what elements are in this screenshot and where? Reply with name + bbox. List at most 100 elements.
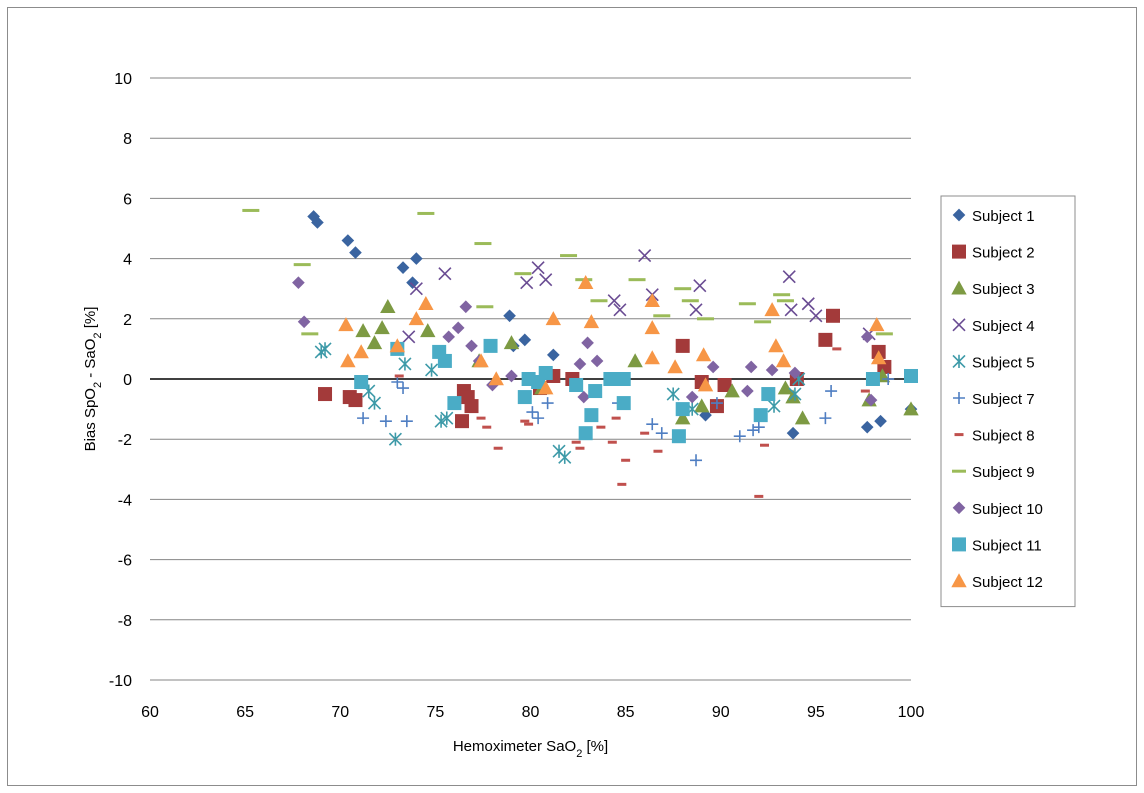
x-tick-label: 65 xyxy=(236,704,254,721)
data-point xyxy=(765,363,779,377)
legend-label: Subject 4 xyxy=(972,318,1035,335)
legend-item: Subject 10 xyxy=(952,501,1043,518)
data-point xyxy=(627,353,643,368)
data-point xyxy=(584,408,599,423)
data-point xyxy=(611,416,621,420)
data-point xyxy=(710,397,723,410)
data-point xyxy=(675,338,690,353)
legend-item: Subject 1 xyxy=(952,208,1035,225)
series-subject-1 xyxy=(307,210,918,440)
legend-label: Subject 3 xyxy=(972,281,1035,298)
data-point xyxy=(724,383,740,398)
y-tick-label: -10 xyxy=(109,673,132,690)
data-point xyxy=(825,385,838,398)
series-subject-4 xyxy=(402,249,876,344)
data-point xyxy=(640,431,650,435)
data-point xyxy=(396,261,410,274)
data-point xyxy=(869,317,885,332)
data-point xyxy=(690,454,703,467)
data-point xyxy=(717,378,732,393)
data-point xyxy=(520,276,534,290)
data-point xyxy=(505,369,518,383)
data-point xyxy=(391,376,404,389)
data-point xyxy=(353,344,369,359)
x-tick-labels: 60 65 70 75 80 85 90 95 100 xyxy=(141,704,924,721)
data-point xyxy=(573,357,587,371)
y-tick-label: 6 xyxy=(123,191,132,208)
data-point xyxy=(617,482,627,486)
data-point xyxy=(738,302,756,306)
data-point xyxy=(644,320,660,335)
data-point xyxy=(374,320,390,335)
data-point xyxy=(588,384,603,399)
legend-marker xyxy=(953,392,965,404)
series-subject-12 xyxy=(338,274,887,395)
data-point xyxy=(653,449,663,453)
y-tick-label: 0 xyxy=(123,372,132,389)
data-point xyxy=(366,335,383,350)
data-point xyxy=(903,401,919,416)
x-tick-label: 100 xyxy=(898,704,925,721)
data-point xyxy=(571,440,581,444)
data-point xyxy=(560,254,578,258)
data-point xyxy=(782,270,796,284)
data-point xyxy=(318,387,333,402)
legend-marker xyxy=(954,433,964,437)
data-point xyxy=(380,299,396,314)
data-point xyxy=(340,353,356,368)
data-point xyxy=(733,430,746,443)
data-point xyxy=(341,234,355,247)
data-point xyxy=(318,342,332,356)
data-point xyxy=(674,287,692,291)
x-tick-label: 80 xyxy=(522,704,540,721)
data-point xyxy=(394,374,404,378)
data-point xyxy=(681,299,699,303)
data-point xyxy=(476,416,486,420)
data-point xyxy=(752,421,765,434)
data-point xyxy=(875,332,893,336)
data-point xyxy=(860,330,874,344)
legend-marker xyxy=(952,354,966,368)
data-point xyxy=(904,368,918,383)
data-point xyxy=(348,393,363,408)
data-point xyxy=(764,302,780,317)
data-point xyxy=(474,242,492,246)
data-point xyxy=(794,410,811,425)
series-subject-7 xyxy=(357,373,895,467)
data-point xyxy=(788,387,802,401)
data-point xyxy=(354,375,369,390)
data-point xyxy=(418,296,434,311)
data-point xyxy=(518,333,532,347)
series-subject-5 xyxy=(314,342,806,464)
data-point xyxy=(442,330,456,344)
data-point xyxy=(357,412,370,425)
data-point xyxy=(860,389,870,393)
data-point xyxy=(379,415,392,428)
x-tick-label: 95 xyxy=(807,704,825,721)
data-point xyxy=(801,297,815,311)
data-point xyxy=(777,380,794,395)
legend-marker xyxy=(952,318,966,332)
data-point xyxy=(865,372,880,386)
data-point xyxy=(402,330,416,344)
data-point xyxy=(514,272,532,276)
data-point xyxy=(409,282,423,296)
data-point xyxy=(741,384,754,398)
grid-lines xyxy=(150,77,911,681)
data-point xyxy=(488,371,504,386)
data-point xyxy=(621,458,631,462)
legend-marker xyxy=(952,469,966,473)
data-point xyxy=(616,396,631,411)
x-tick-label: 70 xyxy=(331,704,349,721)
data-point xyxy=(767,399,781,413)
data-point xyxy=(675,402,690,417)
legend-item: Subject 3 xyxy=(951,280,1035,298)
data-points xyxy=(242,208,919,498)
data-point xyxy=(473,353,489,368)
data-point xyxy=(538,365,553,380)
data-point xyxy=(694,398,710,413)
data-point xyxy=(483,338,498,353)
data-point xyxy=(242,208,260,212)
data-point xyxy=(406,276,419,290)
